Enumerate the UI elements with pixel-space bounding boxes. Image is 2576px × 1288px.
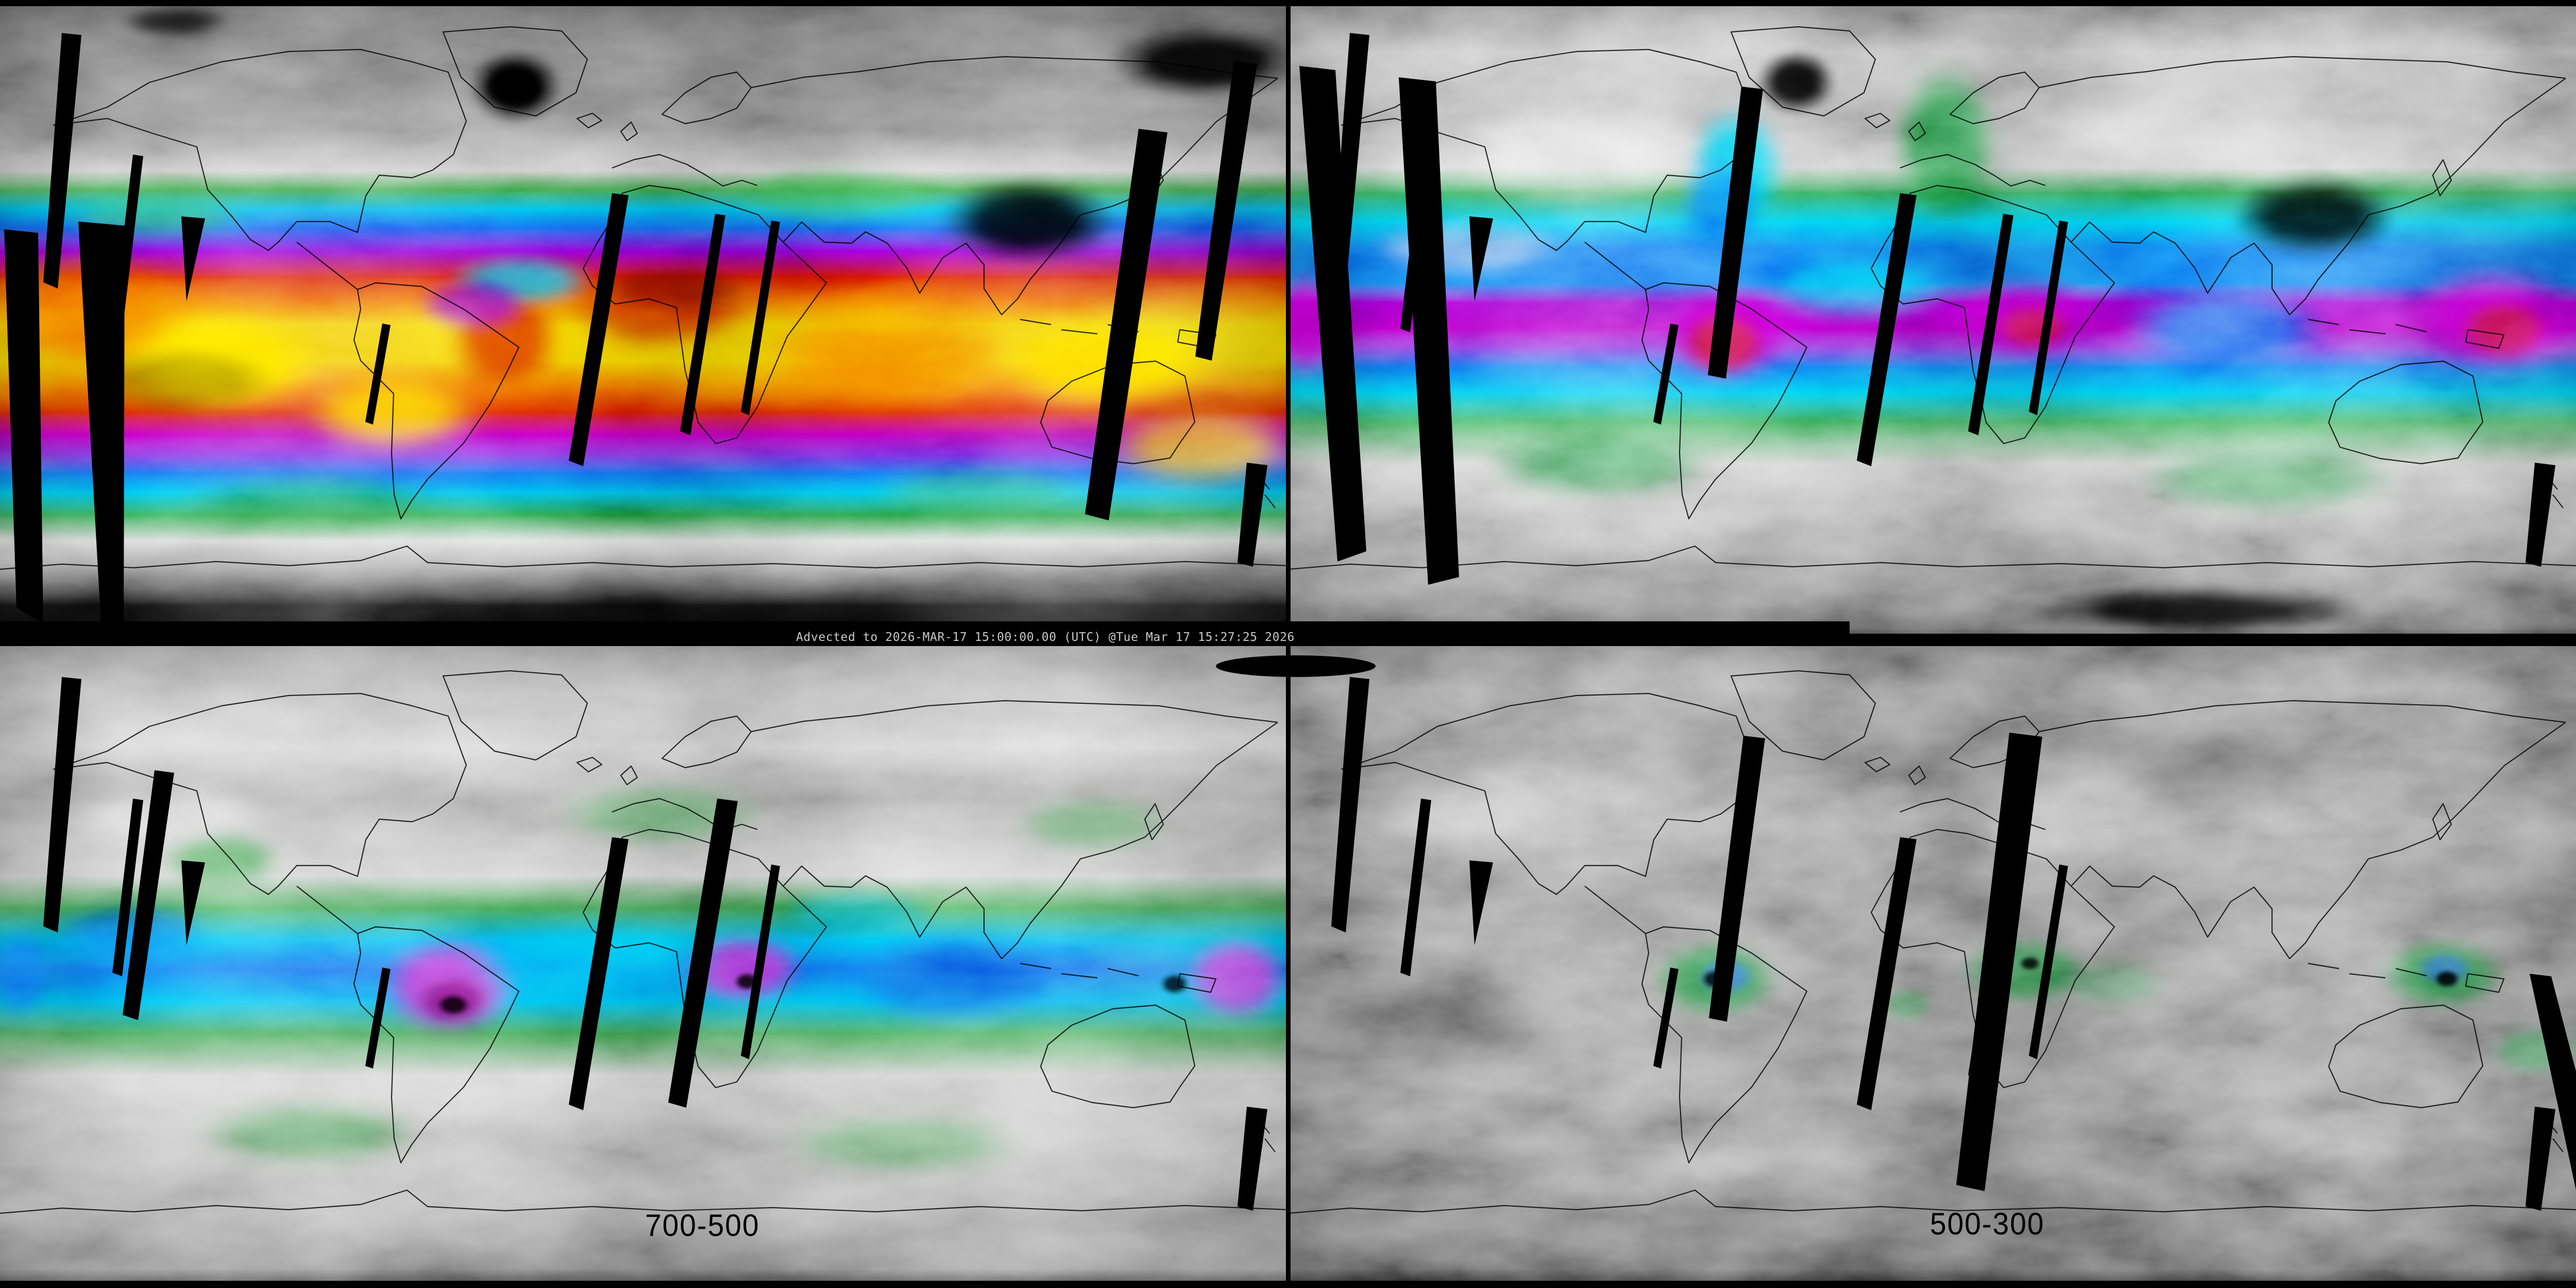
map-panel-top-left xyxy=(0,0,1288,644)
annotation-text: Advected to 2026-MAR-17 15:00:00.00 (UTC… xyxy=(796,631,1295,644)
annotation-bar xyxy=(0,621,1850,646)
satellite-swath-gaps xyxy=(1288,644,2576,1288)
panel-label-700-500: 700-500 xyxy=(645,1208,760,1243)
panel-label-500-300: 500-300 xyxy=(1930,1207,2045,1241)
bottom-border-bar xyxy=(0,1281,2576,1288)
satellite-swath-gaps xyxy=(0,644,1288,1288)
map-panel-top-right xyxy=(1288,0,2576,644)
cloud-texture xyxy=(1288,0,2576,644)
satellite-swath-gaps xyxy=(4,0,1288,634)
cloud-texture xyxy=(1288,644,2576,1288)
arctic-data-gap xyxy=(1216,655,1376,677)
satellite-swath-gaps xyxy=(1299,0,2576,585)
map-panel-bottom-right xyxy=(1288,644,2576,1288)
cloud-texture xyxy=(0,0,1288,644)
cloud-texture xyxy=(0,644,1288,1288)
map-panel-bottom-left xyxy=(0,644,1288,1288)
